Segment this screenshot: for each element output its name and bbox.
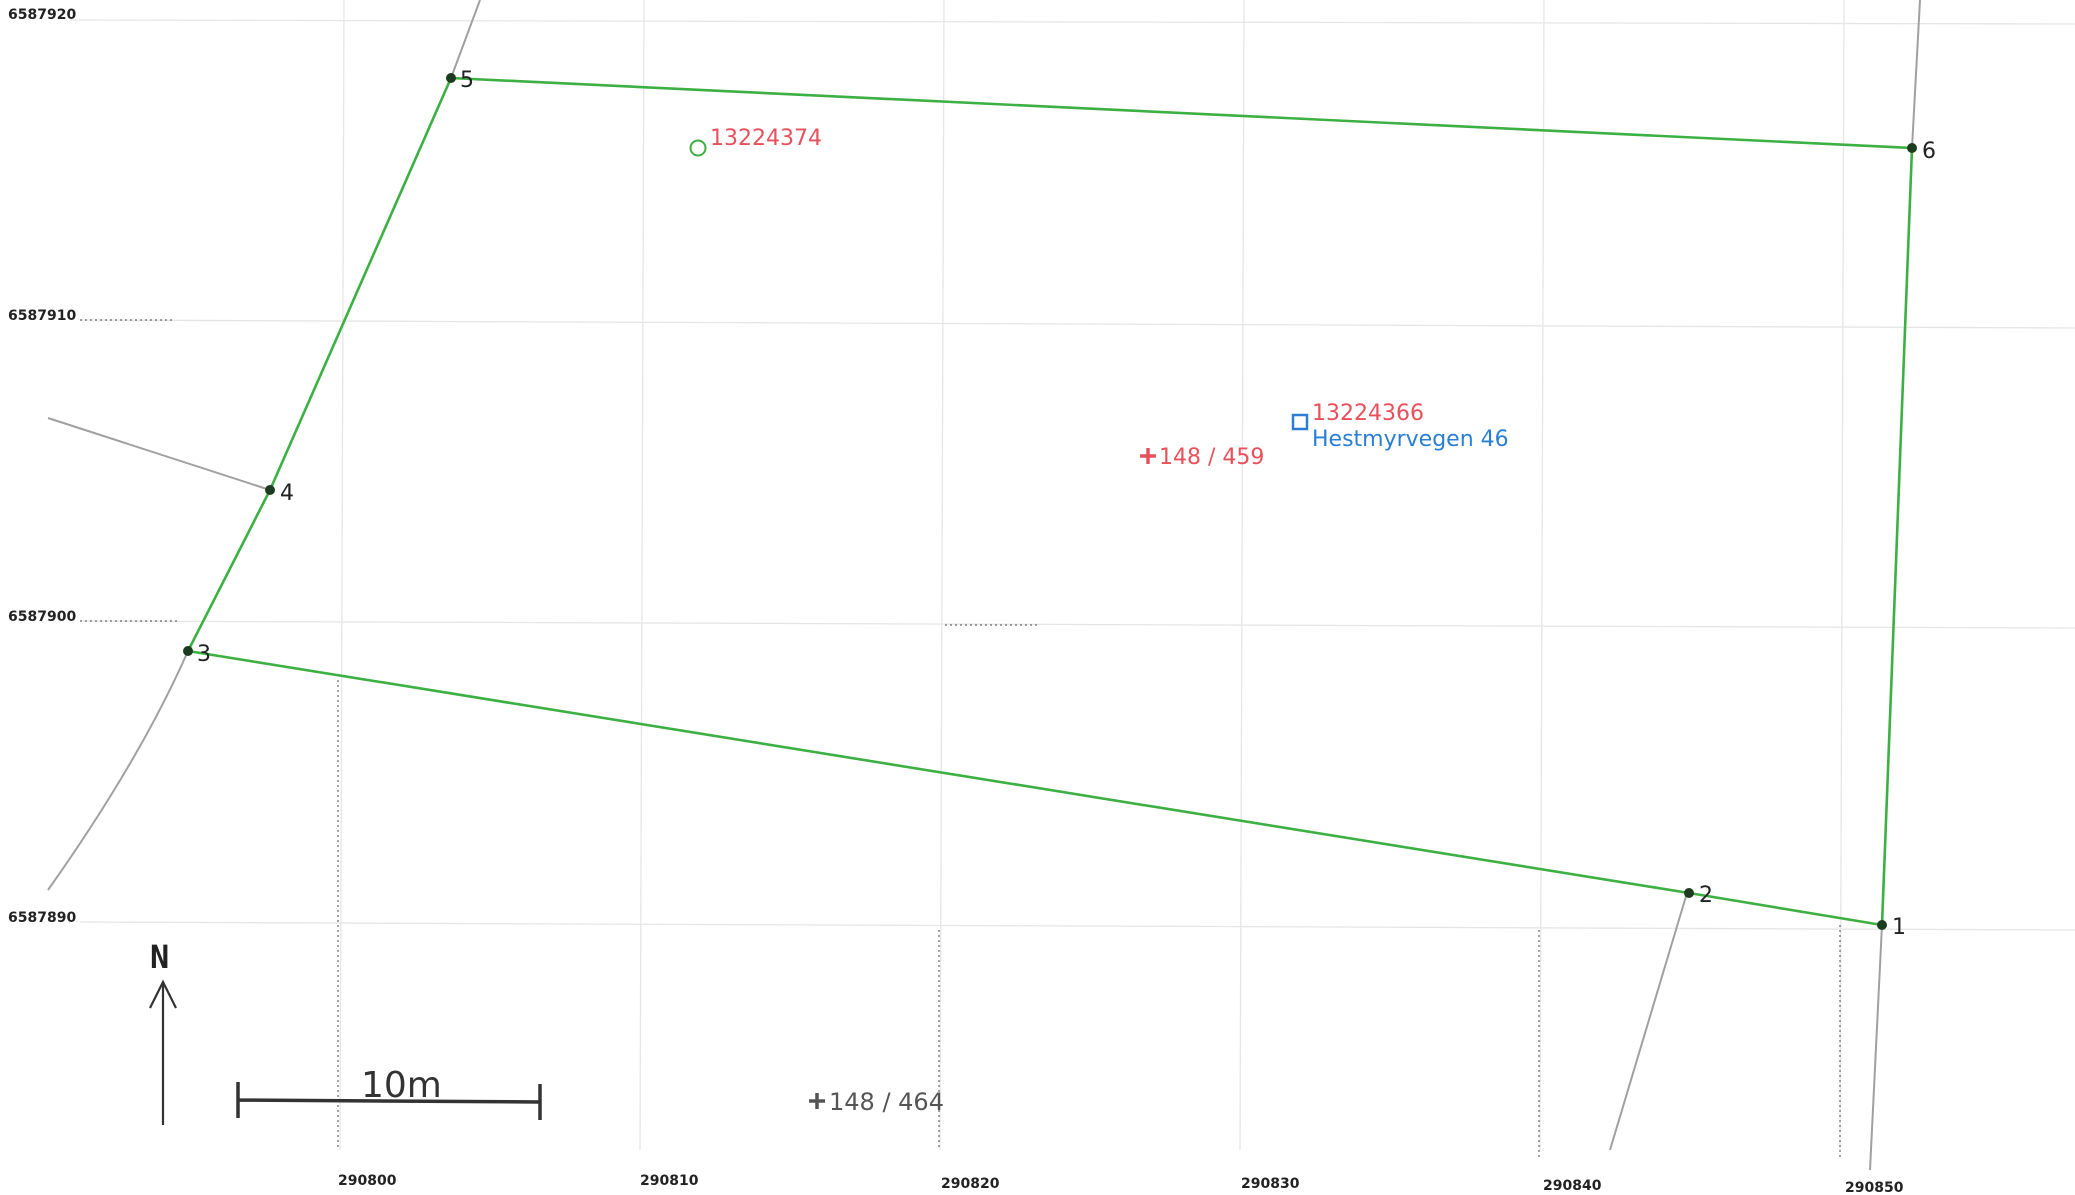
grid-line-h-3	[79, 620, 2075, 629]
easting-label: 290810	[640, 1173, 699, 1189]
grid	[69, 0, 2075, 1151]
vertex-4: 4	[265, 481, 294, 506]
vertex-2: 2	[1684, 883, 1713, 908]
northing-label: 6587900	[8, 609, 76, 625]
plus-icon	[809, 1093, 825, 1109]
easting-label: 290830	[1241, 1176, 1300, 1192]
vertex-point	[1684, 888, 1694, 898]
grid-line-h-4	[79, 921, 2075, 931]
grid-line-h-1	[69, 19, 2075, 25]
survey-point-label: 13224374	[710, 126, 822, 151]
vertex-3: 3	[183, 642, 211, 667]
survey-point-icon	[689, 139, 707, 157]
vertex-label: 3	[197, 642, 211, 667]
easting-label: 290800	[338, 1173, 397, 1189]
vertex-label: 5	[460, 68, 474, 93]
vertex-point	[183, 646, 193, 656]
vertex-1: 1	[1877, 915, 1906, 940]
north-label: N	[150, 938, 169, 976]
neighbor-line-6	[1911, 0, 1921, 149]
grid-line-v-3	[939, 0, 945, 1151]
scale-label: 10m	[361, 1065, 442, 1106]
grid-line-h-2	[79, 319, 2075, 329]
parcel-south-label: 148 / 464	[829, 1088, 944, 1116]
scale-bar-line	[236, 1082, 542, 1120]
vertex-label: 4	[280, 481, 294, 506]
northing-label: 6587890	[8, 910, 76, 926]
north-arrow-icon	[149, 979, 177, 1125]
parcel-main-marker: 148 / 459	[1140, 445, 1264, 470]
vertex-label: 6	[1922, 139, 1936, 164]
vertex-point	[1877, 920, 1887, 930]
neighbor-line-3	[47, 650, 189, 891]
grid-line-v-2	[639, 0, 645, 1151]
neighbor-line-4	[47, 417, 271, 491]
vertex-point	[265, 485, 275, 495]
neighbor-line-2	[1609, 892, 1688, 1151]
grid-line-v-5	[1539, 0, 1545, 1151]
vertex-6: 6	[1907, 139, 1936, 164]
easting-label: 290820	[941, 1176, 1000, 1192]
neighbor-line-1	[1869, 924, 1883, 1171]
vertex-label: 2	[1699, 883, 1713, 908]
building-id-label: 13224366	[1312, 401, 1424, 426]
vertex-point	[1907, 143, 1917, 153]
northing-label: 6587920	[8, 7, 76, 23]
neighbor-line-5	[450, 0, 481, 79]
parcel-south-marker: 148 / 464	[809, 1088, 944, 1116]
property-boundary	[186, 76, 1914, 927]
grid-line-v-1	[339, 0, 345, 1151]
vertex-5: 5	[446, 68, 474, 93]
grid-line-v-4	[1239, 0, 1245, 1151]
neighbor-boundaries	[47, 0, 1921, 1171]
parcel-main-label: 148 / 459	[1159, 445, 1264, 470]
easting-label: 290850	[1845, 1180, 1904, 1195]
easting-label: 290840	[1543, 1178, 1602, 1194]
plus-icon	[1140, 448, 1156, 464]
building-icon	[1291, 413, 1309, 431]
northing-label: 6587910	[8, 308, 76, 324]
address-label: Hestmyrvegen 46	[1312, 427, 1509, 452]
grid-line-v-6	[1839, 0, 1845, 1151]
vertex-point	[446, 73, 456, 83]
scale-bar: 10m	[236, 1065, 542, 1120]
north-arrow: N	[149, 938, 177, 1125]
tick-extensions	[80, 319, 1841, 1160]
vertex-label: 1	[1892, 915, 1906, 940]
